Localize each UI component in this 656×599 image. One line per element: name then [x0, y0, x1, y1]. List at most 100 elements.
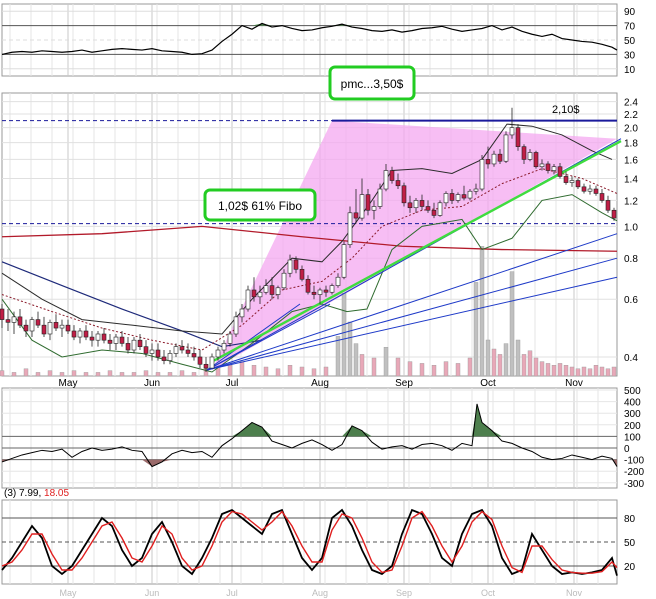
candle-body [485, 159, 491, 165]
x-tick-label: Nov [565, 378, 583, 389]
candle-body [125, 343, 131, 351]
momentum-tick-label: 100 [624, 432, 641, 443]
price-tick-label: 0.6 [624, 295, 638, 306]
volume-bar [179, 370, 185, 377]
volume-bar [107, 370, 113, 377]
candle-body [371, 206, 377, 211]
volume-bar [47, 370, 53, 377]
momentum-tick-label: -300 [624, 479, 644, 490]
stochastic-legend-part: 18.05 [44, 488, 69, 499]
stochastic-tick-label: 20 [624, 562, 636, 573]
candle-body [197, 356, 203, 365]
momentum-tick-label: -100 [624, 456, 644, 467]
volume-bar [443, 361, 449, 377]
stochastic-legend-part: , [38, 488, 44, 499]
candle-body [281, 272, 287, 289]
candle-body [239, 308, 245, 318]
volume-bar [131, 372, 137, 377]
candle-body [107, 339, 113, 344]
candle-body [365, 194, 371, 211]
candle-body [299, 269, 305, 280]
volume-bar [167, 372, 173, 377]
volume-bar [95, 372, 101, 377]
candle-body [23, 324, 29, 332]
rsi-tick-label: 10 [624, 65, 636, 76]
candle-body [527, 152, 533, 160]
candle-body [533, 152, 539, 168]
candle-body [509, 127, 515, 136]
stochastic-tick-label: 50 [624, 538, 636, 549]
volume-bar [383, 347, 389, 377]
candle-body [71, 330, 77, 338]
bollinger-upper [1, 123, 613, 335]
volume-bar [497, 354, 503, 377]
candle-body [353, 212, 359, 219]
volume-bar [275, 368, 281, 377]
bottom-x-tick-label: May [59, 588, 77, 598]
candle-body [395, 180, 401, 187]
candle-body [539, 163, 545, 168]
candle-body [515, 127, 521, 147]
candle-body [275, 287, 281, 295]
volume-bar [611, 366, 617, 377]
volume-bar [227, 365, 233, 377]
volume-bar [581, 366, 587, 377]
candle-body [413, 200, 419, 209]
momentum-positive-fill [232, 403, 502, 437]
annotation-box-pmc [328, 65, 416, 101]
volume-bar [515, 339, 521, 377]
volume-bar [419, 363, 425, 377]
candle-body [155, 349, 161, 358]
volume-bar [35, 372, 41, 377]
candle-body [497, 153, 503, 162]
candle-body [437, 202, 443, 216]
bottom-x-tick-label: Nov [566, 588, 583, 598]
candle-body [581, 186, 587, 192]
x-tick-label: Aug [311, 378, 329, 389]
candle-body [269, 285, 275, 295]
momentum-tick-label: 300 [624, 409, 641, 420]
candle-body [569, 180, 575, 183]
candle-body [17, 316, 23, 326]
candle-body [149, 349, 155, 354]
volume-bar [503, 343, 509, 377]
candle-body [461, 194, 467, 199]
bottom-x-tick-label: Oct [481, 588, 496, 598]
volume-bar [155, 372, 161, 377]
candle-body [557, 166, 563, 177]
volume-bar [539, 361, 545, 377]
candle-body [215, 349, 221, 358]
volume-bar [83, 372, 89, 377]
candle-body [35, 319, 41, 326]
candle-body [359, 194, 365, 219]
candle-body [473, 188, 479, 192]
candle-body [323, 289, 329, 293]
volume-bar [473, 282, 479, 377]
candle-body [479, 159, 485, 190]
candle-body [407, 202, 413, 209]
candle-body [377, 188, 383, 207]
volume-bar [491, 348, 497, 377]
rsi-line [1, 22, 618, 56]
stochastic-tick-label: 80 [624, 514, 636, 525]
volume-bar [341, 293, 347, 377]
candle-body [233, 316, 239, 335]
volume-bar [59, 372, 65, 377]
x-tick-label: Sep [395, 378, 413, 389]
volume-bar [287, 365, 293, 377]
fan-line-1 [206, 257, 618, 371]
price-tick-label: 0.8 [624, 254, 638, 265]
volume-bar [71, 370, 77, 377]
candle-body [173, 346, 179, 354]
volume-bar [605, 368, 611, 377]
candle-body [95, 333, 101, 341]
x-tick-label: Oct [480, 378, 496, 389]
candle-body [209, 356, 215, 369]
candle-body [383, 170, 389, 190]
bollinger-lower [1, 194, 618, 373]
sma-long-line [1, 225, 618, 252]
volume-bar [485, 339, 491, 377]
volume-bar [191, 372, 197, 377]
volume-bar [335, 336, 341, 377]
candle-body [521, 146, 527, 160]
